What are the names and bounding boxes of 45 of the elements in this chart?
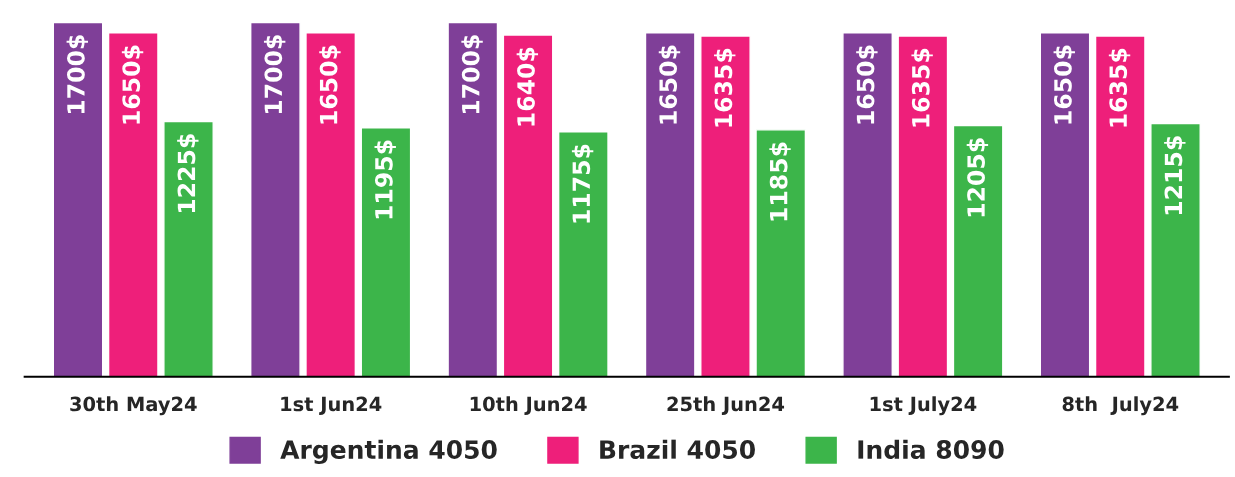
- x-tick-label: 30th May24: [70, 396, 197, 416]
- data-label: 1650$: [121, 45, 144, 124]
- bar: [700, 35, 751, 377]
- bar: [52, 21, 104, 377]
- data-label: 1700$: [66, 35, 88, 114]
- legend-label: India 8090: [858, 439, 1004, 459]
- data-label: 1635$: [1108, 48, 1131, 127]
- bar: [447, 21, 499, 377]
- bar: [897, 35, 949, 377]
- bar: [250, 21, 301, 377]
- data-label: 1635$: [911, 48, 933, 127]
- data-label: 1205$: [966, 138, 989, 217]
- data-label: 1700$: [461, 35, 483, 114]
- data-label: 1640$: [516, 47, 539, 126]
- legend-label: Brazil 4050: [600, 439, 755, 459]
- bar: [755, 129, 807, 377]
- bar: [1039, 32, 1091, 377]
- x-tick-label: 1st July24: [870, 396, 977, 416]
- bar: [502, 34, 554, 377]
- data-label: 1215$: [1164, 136, 1186, 215]
- data-label: 1650$: [856, 45, 878, 124]
- bar: [557, 131, 609, 377]
- x-tick-label: 8th July24: [1062, 396, 1179, 416]
- data-label: 1225$: [177, 134, 199, 213]
- bar: [842, 32, 893, 377]
- bar: [1094, 35, 1146, 377]
- data-label: 1700$: [263, 35, 286, 114]
- bar: [305, 32, 357, 377]
- bar: [644, 32, 696, 377]
- bar: [107, 32, 159, 377]
- bar: [1150, 122, 1201, 377]
- data-label: 1175$: [571, 144, 594, 223]
- data-label: 1650$: [1053, 45, 1075, 124]
- data-label: 1635$: [714, 48, 736, 127]
- data-label: 1650$: [658, 45, 681, 124]
- x-tick-label: 25th Jun24: [667, 396, 785, 415]
- bar: [360, 127, 412, 377]
- data-label: 1195$: [374, 140, 396, 219]
- bar: [952, 124, 1004, 377]
- bar: [163, 120, 214, 377]
- legend-label: Argentina 4050: [280, 439, 497, 465]
- x-tick-label: 10th Jun24: [470, 396, 587, 415]
- data-label: 1185$: [769, 142, 791, 221]
- x-tick-label: 1st Jun24: [281, 396, 382, 415]
- data-label: 1650$: [319, 45, 341, 124]
